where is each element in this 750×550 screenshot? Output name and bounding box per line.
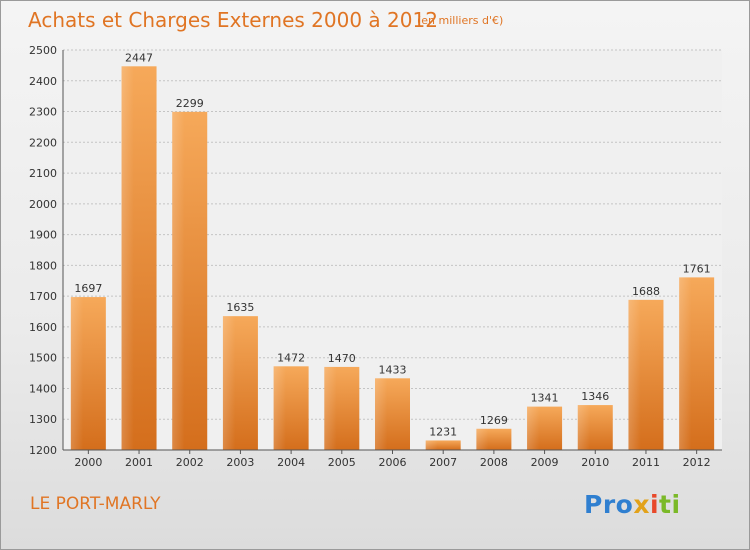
bar-highlight — [121, 66, 134, 451]
bar-highlight — [679, 277, 692, 450]
data-label: 1433 — [379, 363, 407, 376]
logo-part: i — [649, 490, 660, 519]
chart-title: Achats et Charges Externes 2000 à 2012 — [28, 8, 438, 32]
x-tick-label: 2011 — [632, 456, 660, 469]
y-tick-label: 1800 — [29, 259, 57, 272]
x-tick-label: 2000 — [74, 456, 102, 469]
bar-highlight — [577, 405, 591, 450]
y-tick-label: 1600 — [29, 321, 57, 334]
x-tick-label: 2006 — [379, 456, 407, 469]
y-tick-label: 2200 — [29, 136, 57, 149]
bar-highlight — [476, 428, 489, 450]
bar-highlight — [375, 378, 388, 450]
logo-part: Pro — [584, 490, 634, 519]
place-name: LE PORT-MARLY — [30, 494, 161, 514]
bar-highlight — [628, 299, 641, 450]
bar — [425, 440, 461, 450]
logo-part: ti — [659, 490, 681, 519]
x-tick-label: 2008 — [480, 456, 508, 469]
data-label: 1231 — [429, 425, 457, 438]
y-tick-label: 1500 — [29, 352, 57, 365]
data-label: 1472 — [277, 351, 305, 364]
x-tick-label: 2003 — [226, 456, 254, 469]
data-label: 1688 — [632, 285, 660, 298]
data-label: 2299 — [176, 97, 204, 110]
y-tick-label: 1900 — [29, 229, 57, 242]
x-tick-label: 2004 — [277, 456, 305, 469]
proxiti-logo: Proxiti — [584, 490, 681, 519]
data-label: 1635 — [226, 301, 254, 314]
x-tick-label: 2007 — [429, 456, 457, 469]
x-tick-label: 2012 — [683, 456, 711, 469]
y-tick-label: 2300 — [29, 106, 57, 119]
y-tick-label: 1200 — [29, 444, 57, 457]
x-tick-label: 2001 — [125, 456, 153, 469]
data-label: 2447 — [125, 51, 153, 64]
bar-highlight — [324, 366, 337, 450]
y-tick-label: 1300 — [29, 413, 57, 426]
bar-highlight — [222, 316, 236, 450]
x-tick-label: 2005 — [328, 456, 356, 469]
x-tick-label: 2009 — [531, 456, 559, 469]
bar-highlight — [172, 111, 185, 450]
y-tick-label: 1700 — [29, 290, 57, 303]
data-label: 1346 — [581, 390, 609, 403]
data-label: 1761 — [683, 262, 711, 275]
y-tick-label: 1400 — [29, 382, 57, 395]
y-tick-label: 2500 — [29, 44, 57, 57]
bar-highlight — [425, 440, 438, 450]
data-label: 1697 — [74, 282, 102, 295]
data-label: 1269 — [480, 414, 508, 427]
logo-part: x — [633, 490, 650, 519]
y-tick-label: 2100 — [29, 167, 57, 180]
x-tick-label: 2010 — [581, 456, 609, 469]
chart-subtitle: (en milliers d'€) — [417, 14, 504, 27]
bar-highlight — [273, 366, 286, 450]
y-tick-label: 2400 — [29, 75, 57, 88]
x-tick-label: 2002 — [176, 456, 204, 469]
y-tick-label: 2000 — [29, 198, 57, 211]
data-label: 1341 — [531, 392, 559, 405]
bar-highlight — [527, 406, 540, 450]
bar-highlight — [70, 297, 84, 450]
data-label: 1470 — [328, 352, 356, 365]
